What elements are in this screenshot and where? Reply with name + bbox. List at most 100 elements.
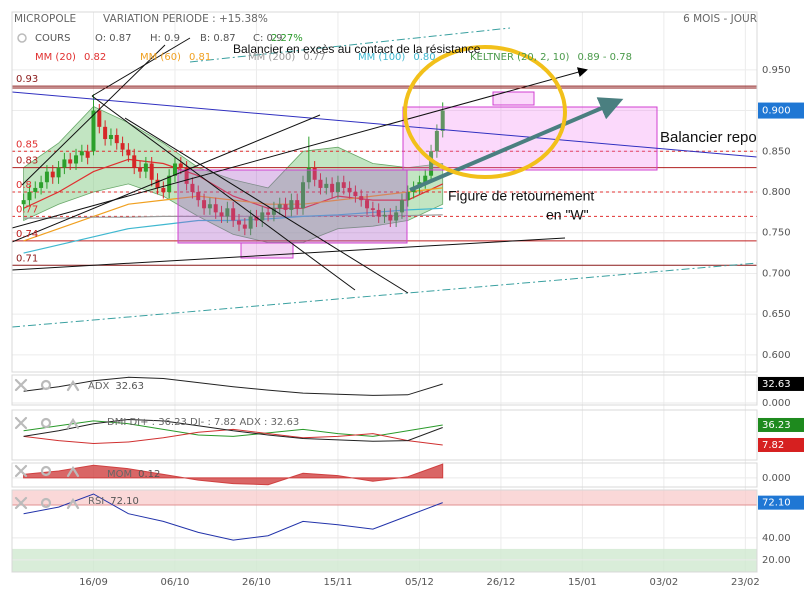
candle-body: [434, 130, 439, 152]
x-tick-label: 06/10: [161, 577, 190, 588]
trend-line: [91, 95, 356, 291]
indicator-line: [23, 428, 443, 446]
level-label: 0.8: [16, 180, 32, 191]
candle-body: [388, 214, 393, 221]
candle-body: [149, 163, 154, 180]
candle-body: [335, 182, 340, 192]
candle-body: [301, 182, 306, 209]
legend-value: 0.89 - 0.78: [577, 52, 632, 63]
candle-body: [190, 183, 195, 192]
y-tick-label: 0.750: [762, 228, 791, 239]
legend-name: MM (100): [358, 52, 405, 63]
candle-body: [74, 155, 79, 164]
period-change: VARIATION PERIODE : +15.38%: [103, 13, 268, 25]
panel-frame: [11, 11, 758, 373]
x-tick-label: 26/10: [242, 577, 271, 588]
candle-body: [347, 187, 352, 192]
quote-label: COURS: [35, 33, 70, 44]
stock-name: MICROPOLE: [14, 13, 76, 25]
candle-body: [365, 200, 370, 209]
indicator-label: RSI: [88, 496, 104, 507]
y-tick-label: 0.600: [762, 350, 791, 361]
quote-close: C: 0.9: [253, 33, 282, 44]
quote-open: O: 0.87: [95, 33, 132, 44]
x-tick-label: 26/12: [486, 577, 515, 588]
indicator-label: MOM: [107, 469, 132, 480]
candle-body: [260, 212, 265, 221]
x-tick-label: 23/02: [731, 577, 760, 588]
annotation: Balancier repo: [660, 129, 757, 146]
indicator-value: 32.63: [115, 381, 144, 392]
y-tick-label: 0.000: [762, 398, 791, 409]
candle-body: [68, 159, 73, 164]
annotation: en "W": [546, 207, 589, 223]
candle-body: [341, 182, 346, 188]
candle-body: [91, 110, 96, 152]
candle-body: [44, 171, 49, 183]
candle-body: [324, 183, 329, 188]
candle-body: [56, 167, 61, 178]
candle-body: [312, 167, 317, 180]
indicator-area: [23, 463, 444, 486]
candle-body: [382, 214, 387, 217]
icon-group[interactable]: [14, 496, 80, 510]
highlight-ellipse: [403, 45, 567, 179]
level-label: 0.77: [16, 204, 38, 215]
candle-body: [359, 196, 364, 201]
candle-body: [289, 200, 294, 210]
panel-frame: [11, 462, 758, 488]
x-tick-label: 03/02: [649, 577, 678, 588]
candle-body: [440, 110, 445, 131]
icon-group[interactable]: [14, 464, 80, 478]
candle-body: [370, 208, 375, 210]
legend-name: MM (200): [248, 52, 295, 63]
y-tick-label: 0.700: [762, 268, 791, 279]
candle-body: [429, 151, 434, 176]
candle-body: [254, 216, 259, 221]
legend-value: 0.77: [303, 52, 325, 63]
panel-frame: [11, 374, 758, 406]
candle-body: [39, 182, 44, 188]
value-tag: [758, 417, 804, 432]
y-tick-label: 0.000: [762, 473, 791, 484]
annotation: Figure de retournement: [448, 188, 594, 204]
candle-body: [126, 149, 131, 156]
quote-low: B: 0.87: [200, 33, 236, 44]
trend-line: [12, 91, 757, 158]
settings-icon[interactable]: [17, 33, 27, 43]
value-tag: [758, 437, 804, 452]
candle-body: [306, 167, 311, 183]
value-tag: [758, 376, 804, 391]
trend-line: [124, 117, 409, 294]
value-tag-label: 36.23: [762, 420, 791, 431]
channel-line: [12, 262, 757, 328]
candle-body: [236, 220, 241, 225]
trend-line: [12, 114, 321, 243]
candle-body: [423, 175, 428, 183]
overbought-zone: [12, 490, 757, 505]
y-tick-label: 0.850: [762, 146, 791, 157]
trend-arrow: [12, 67, 588, 229]
panel-icons: [14, 378, 80, 510]
panel-frame: [11, 409, 758, 461]
candle-body: [330, 183, 335, 192]
candle-body: [295, 200, 300, 209]
candle-body: [138, 167, 143, 172]
candle-body: [184, 167, 189, 184]
icon-group[interactable]: [14, 378, 80, 392]
candle-body: [120, 143, 125, 150]
candle-body: [161, 187, 166, 192]
indicator-value: 72.10: [110, 496, 139, 507]
quote-change: 2.27%: [271, 33, 303, 44]
icon-group[interactable]: [14, 416, 80, 430]
legend-value: 0.82: [84, 52, 106, 63]
label-layer: MICROPOLE VARIATION PERIODE : +15.38% 6 …: [11, 11, 804, 588]
legend-value: 0.80: [413, 52, 435, 63]
candle-body: [27, 192, 32, 201]
candle-body: [219, 212, 224, 217]
candle-body: [178, 163, 183, 168]
legend-value: 0.81: [189, 52, 211, 63]
zone-box: [492, 91, 535, 106]
level-label: 0.71: [16, 253, 38, 264]
x-tick-label: 15/11: [324, 577, 353, 588]
